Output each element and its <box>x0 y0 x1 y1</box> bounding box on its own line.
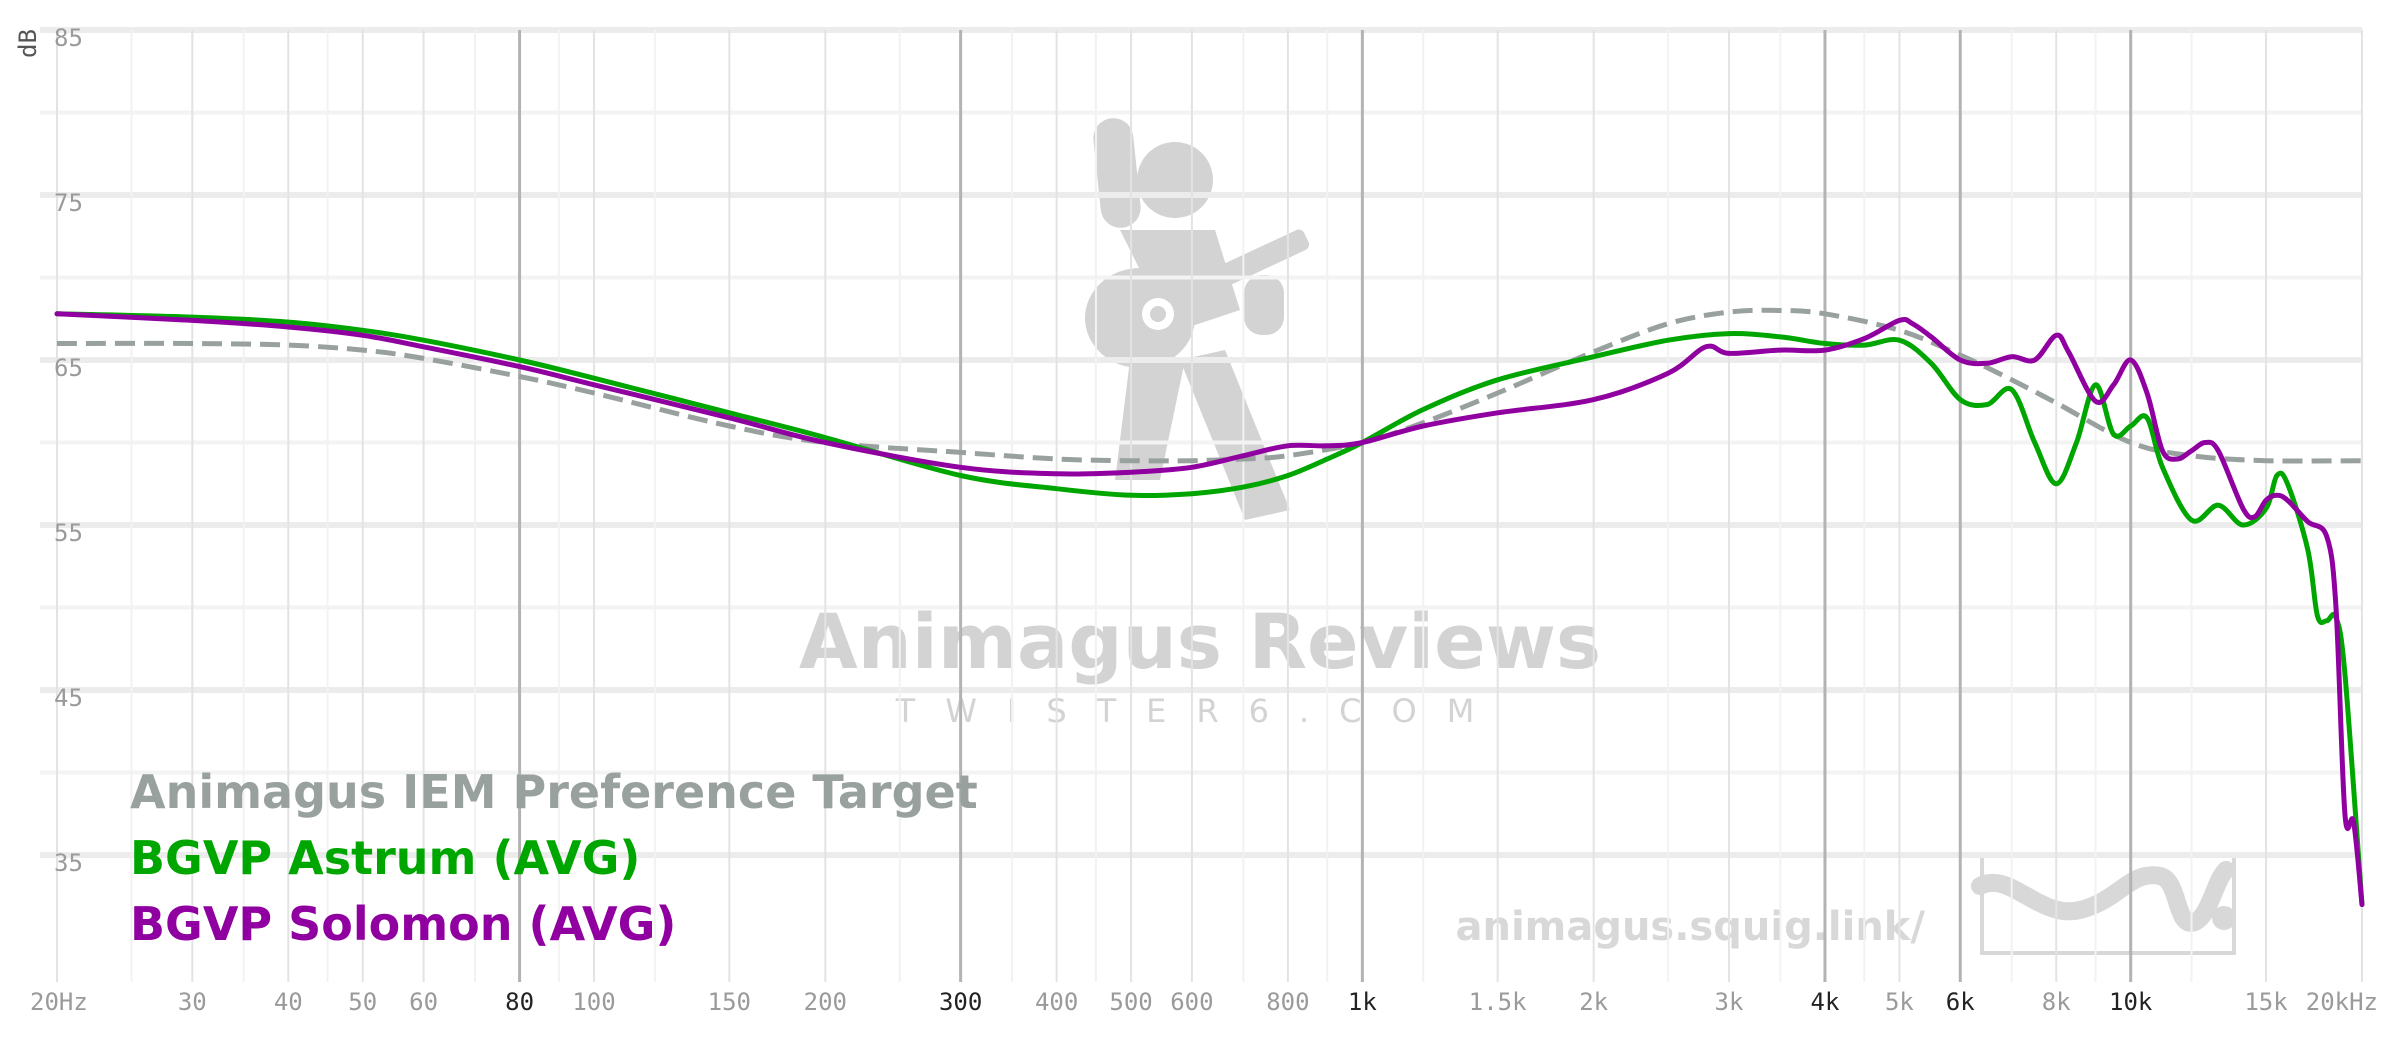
watermark: Animagus Reviews TWISTER6.COM animagus.s… <box>799 118 2236 955</box>
y-tick-label: 35 <box>54 849 83 877</box>
x-tick-label: 2k <box>1579 988 1608 1016</box>
x-tick-label: 15k <box>2244 988 2288 1016</box>
x-tick-label: 5k <box>1885 988 1914 1016</box>
y-tick-label: 55 <box>54 519 83 547</box>
series-layer <box>54 307 2365 907</box>
series-line-2 <box>54 311 2365 907</box>
x-tick-label: 20Hz <box>30 988 88 1016</box>
x-tick-label: 30 <box>178 988 207 1016</box>
x-tick-label: 1.5k <box>1469 988 1527 1016</box>
y-tick-label: 75 <box>54 189 83 217</box>
x-tick-label: 400 <box>1035 988 1078 1016</box>
x-tick-label: 50 <box>348 988 377 1016</box>
legend-entry: BGVP Solomon (AVG) <box>130 897 676 951</box>
x-tick-label: 40 <box>274 988 303 1016</box>
x-tick-label: 10k <box>2109 988 2153 1016</box>
y-tick-label: 85 <box>54 24 83 52</box>
x-tick-label: 4k <box>1811 988 1840 1016</box>
watermark-title: Animagus Reviews <box>799 597 1601 686</box>
x-tick-label: 20kHz <box>2306 988 2378 1016</box>
legend-entry: BGVP Astrum (AVG) <box>130 831 640 885</box>
series-line-0 <box>56 307 2363 464</box>
x-tick-label: 100 <box>572 988 615 1016</box>
x-tick-label: 80 <box>505 988 534 1016</box>
x-tick-label: 150 <box>708 988 751 1016</box>
x-tick-label: 6k <box>1946 988 1975 1016</box>
x-tick-label: 800 <box>1266 988 1309 1016</box>
x-tick-label: 600 <box>1170 988 1213 1016</box>
x-tick-label: 500 <box>1109 988 1152 1016</box>
watermark-subtitle: TWISTER6.COM <box>895 692 1505 730</box>
x-axis: 20Hz 30 40 50 60 80 100 150 200 300 400 500 600 800 1k… <box>30 988 2378 1016</box>
legend-entry: Animagus IEM Preference Target <box>130 765 978 819</box>
x-tick-label: 200 <box>804 988 847 1016</box>
x-tick-label: 300 <box>939 988 982 1016</box>
x-tick-label: 60 <box>409 988 438 1016</box>
grid <box>40 27 2363 982</box>
guitar-player-icon <box>1085 118 1310 520</box>
y-tick-label: 65 <box>54 354 83 382</box>
y-tick-label: 45 <box>54 684 83 712</box>
x-tick-label: 3k <box>1715 988 1744 1016</box>
squiggle-logo-icon <box>1971 853 2236 955</box>
x-tick-label: 8k <box>2042 988 2071 1016</box>
x-tick-label: 1k <box>1348 988 1377 1016</box>
watermark-url: animagus.squig.link/ <box>1455 904 1925 950</box>
y-axis: 85 75 65 55 45 35 <box>54 24 83 877</box>
legend: Animagus IEM Preference Target BGVP Astru… <box>130 765 978 951</box>
y-axis-label: dB <box>14 29 42 58</box>
